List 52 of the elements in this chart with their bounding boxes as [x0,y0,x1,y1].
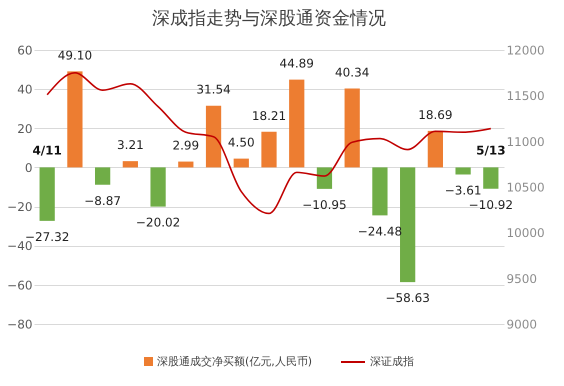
bar [344,88,360,168]
bar [455,167,471,174]
bar [372,167,388,216]
y2-tick-label: 12000 [506,44,545,58]
data-label: 31.54 [196,82,231,97]
y2-tick-label: 11000 [506,134,545,149]
bar [122,161,138,168]
bar [483,167,498,189]
y-tick-label: 0 [24,160,32,175]
y2-tick-label: 9500 [506,272,538,286]
bar [178,162,194,168]
y2-tick-label: 10000 [506,226,545,240]
legend-label: 深股通成交净买额(亿元,人民币) [157,355,312,368]
data-label: −10.95 [302,198,347,212]
y-tick-label: −20 [7,200,32,214]
data-label: 4.50 [228,136,255,150]
data-label: −58.63 [385,291,430,306]
bar [150,167,166,207]
data-label: −20.02 [136,216,180,230]
data-label: 2.99 [172,138,200,153]
y2-tick-label: 10500 [506,180,545,194]
bar [234,158,249,168]
bar [67,71,83,168]
y2-tick-label: 11500 [506,89,545,104]
data-label: 18.69 [418,108,453,122]
bar [316,167,332,189]
data-label: 49.10 [58,48,92,62]
y-tick-label: 20 [17,122,32,136]
x-tick-label: 5/13 [476,143,506,158]
bar [95,167,110,185]
data-label: −10.92 [468,198,514,212]
y-tick-label: 60 [17,44,32,58]
data-label: −8.87 [84,194,122,208]
data-label: 40.34 [335,65,370,80]
x-tick-label: 4/11 [32,143,62,158]
y-tick-label: 40 [17,82,32,97]
y-tick-label: −80 [7,318,32,332]
data-label: 3.21 [117,138,144,152]
bar [428,130,443,168]
chart-title: 深成指走势与深股通资金情况 [152,8,386,29]
bar [400,167,416,282]
data-label: 44.89 [280,56,314,71]
y2-tick-label: 9000 [506,318,538,332]
data-label: −3.61 [444,183,482,198]
bar [261,132,277,168]
y-tick-label: −60 [7,278,32,292]
legend-label: 深证成指 [370,355,414,368]
bar [206,106,222,168]
bar [40,167,55,221]
data-label: 18.21 [252,108,286,123]
bar [289,80,304,168]
y-tick-label: −40 [7,239,32,254]
